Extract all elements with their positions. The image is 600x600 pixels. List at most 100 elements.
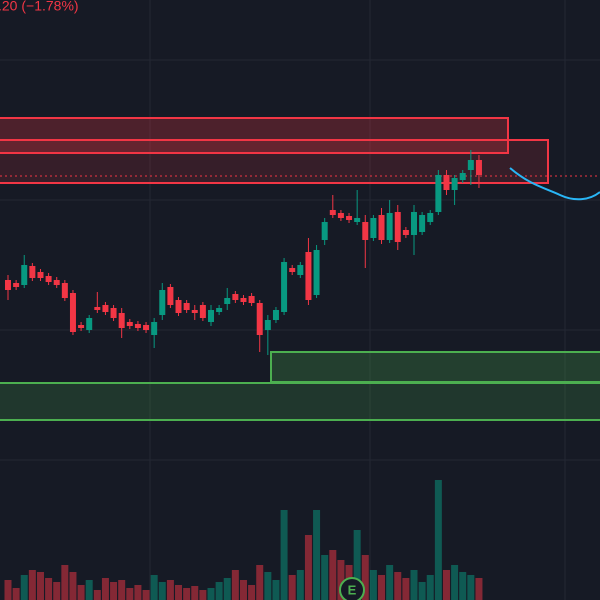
candle-body [435, 175, 442, 212]
volume-bar [93, 590, 101, 600]
candle-body [37, 272, 44, 278]
volume-bar [369, 570, 377, 600]
volume-bar [223, 578, 231, 600]
candle-body [248, 296, 255, 303]
candle-body [183, 303, 190, 310]
candle-body [321, 222, 328, 240]
volume-bar [296, 570, 304, 600]
volume-bar [280, 510, 288, 600]
resistance-zone [0, 139, 549, 184]
volume-bar [467, 575, 475, 600]
volume-bar [101, 578, 109, 600]
candle-body [281, 262, 288, 312]
event-marker[interactable] [339, 577, 365, 600]
volume-bar [410, 570, 418, 600]
volume-bar [36, 572, 44, 600]
volume-bar [426, 575, 434, 600]
candle-body [313, 250, 320, 295]
volume-bar [475, 578, 483, 600]
volume-bar [442, 570, 450, 600]
candle-body [134, 324, 141, 328]
candle-body [159, 290, 166, 315]
candle-body [264, 320, 271, 330]
candle-body [297, 265, 304, 275]
candle-body [354, 218, 361, 222]
candle-body [21, 265, 28, 285]
candle-body [216, 308, 223, 312]
volume-bar [28, 570, 36, 600]
candle-body [167, 287, 174, 305]
candle-body [175, 300, 182, 313]
support-zone [270, 351, 600, 383]
candle-body [370, 218, 377, 238]
candle-body [305, 252, 312, 300]
candle-body [118, 313, 125, 328]
volume-bar [45, 578, 53, 600]
volume-bar [85, 580, 93, 600]
volume-bar [191, 586, 199, 600]
candle-body [78, 325, 85, 328]
volume-bar [288, 575, 296, 600]
volume-bar [4, 580, 12, 600]
candle-body [240, 298, 247, 302]
volume-bar [231, 570, 239, 600]
volume-bar [337, 560, 345, 600]
volume-bar [272, 580, 280, 600]
volume-bar [313, 510, 321, 600]
volume-bar [304, 535, 312, 600]
candle-body [443, 175, 450, 190]
volume-bar [361, 555, 369, 600]
volume-bar [386, 565, 394, 600]
candle-body [126, 322, 133, 326]
candle-body [69, 293, 76, 332]
candle-body [451, 178, 458, 190]
event-label: E [348, 582, 357, 597]
candle-body [5, 280, 11, 290]
volume-bar [353, 530, 361, 600]
volume-bar [126, 588, 134, 600]
volume-bar [329, 550, 337, 600]
volume-bar [378, 575, 386, 600]
candle-body [467, 160, 474, 170]
volume-bar [215, 582, 223, 600]
candle-body [191, 310, 198, 313]
forecast-line [509, 167, 600, 201]
candle-body [419, 215, 426, 232]
volume-bar [207, 588, 215, 600]
candle-body [232, 294, 239, 300]
candle-body [143, 325, 150, 330]
candle-body [29, 266, 36, 278]
candle-body [411, 212, 417, 235]
candle-body [475, 160, 482, 175]
candles [5, 150, 482, 355]
candle-body [329, 210, 336, 215]
volume-bar [402, 578, 410, 600]
price-change: .20 (−1.78%) [0, 0, 79, 14]
volume-bar [264, 572, 272, 600]
candle-body [394, 212, 401, 242]
volume-bar [394, 572, 402, 600]
volume-bar [118, 580, 126, 600]
candle-body [427, 213, 434, 222]
candle-body [151, 322, 158, 335]
candle-body [86, 318, 93, 330]
candle-body [402, 230, 409, 235]
candle-body [272, 310, 279, 320]
volume-bar [77, 585, 85, 600]
volume-bar [239, 580, 247, 600]
volume-bar [166, 580, 174, 600]
volume-bar [459, 572, 467, 600]
volume-bar [158, 582, 166, 600]
volume-bar [451, 565, 459, 600]
volume-bar [256, 565, 264, 600]
volume-bar [248, 585, 256, 600]
volume-bar [20, 575, 28, 600]
candle-body [53, 280, 60, 285]
candle-body [337, 213, 344, 218]
volume-bar [142, 590, 150, 600]
volume-bar [183, 588, 191, 600]
candle-body [208, 310, 214, 322]
candle-body [102, 305, 109, 312]
